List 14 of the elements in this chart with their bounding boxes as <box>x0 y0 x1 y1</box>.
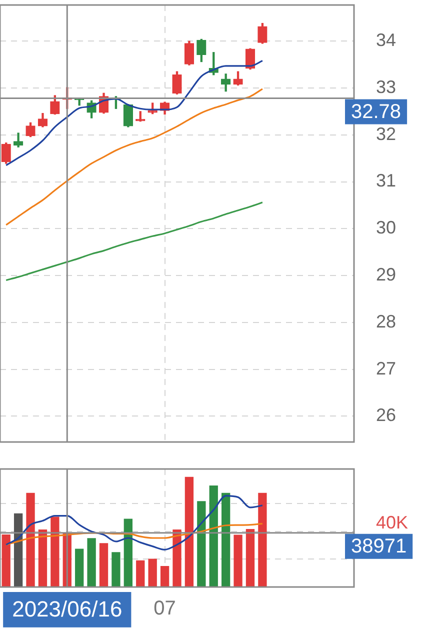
y-tick-label: 26 <box>376 405 396 426</box>
y-tick-label: 27 <box>376 358 396 378</box>
y-tick-label: 31 <box>376 170 396 191</box>
y-tick-label: 29 <box>376 264 396 285</box>
y-tick-label: 33 <box>376 76 396 97</box>
ref-line-label: 38971 <box>351 535 407 558</box>
y-tick-label: 30 <box>376 218 396 238</box>
y-tick-label: 28 <box>376 311 396 332</box>
y-tick-label: 34 <box>376 30 396 50</box>
ref-line-label: 32.78 <box>351 100 402 123</box>
x-tick-label: 07 <box>154 598 176 620</box>
x-tick-label: 2023/06/16 <box>12 596 122 622</box>
y-tick-label: 40K <box>376 512 408 532</box>
y-tick-label: 32 <box>376 124 396 144</box>
